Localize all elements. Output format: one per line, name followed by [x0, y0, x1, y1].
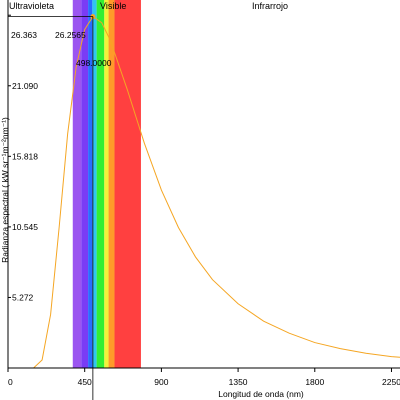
spectrum-band-4 — [96, 0, 105, 368]
x-tick-label: 0 — [8, 377, 13, 387]
region-labels: Ultravioleta Visible Infrarrojo — [9, 1, 288, 11]
y-axis-title: Radianza espectral ( kW sr⁻¹m⁻²nm⁻¹) — [0, 117, 10, 263]
x-tick-label: 2250 — [382, 377, 400, 387]
y-tick-label: 10.545 — [12, 222, 38, 232]
spectrum-bands — [72, 0, 141, 368]
y-tick-label: 21.090 — [12, 81, 38, 91]
peak-x-label: 498.0000 — [76, 58, 112, 68]
x-tick-label: 1800 — [305, 377, 324, 387]
spectrum-band-2 — [88, 0, 93, 368]
y-tick-label: 15.818 — [12, 151, 38, 161]
spectrum-band-3 — [92, 0, 97, 368]
spectral-radiance-curve-0 — [33, 15, 400, 369]
region-label-visible: Visible — [100, 1, 126, 11]
x-tick-label: 900 — [154, 377, 168, 387]
x-tick-label: 1350 — [229, 377, 248, 387]
peak-y-label: 26.2565 — [55, 30, 86, 40]
peak-guides — [8, 16, 94, 400]
y-ticks: 5.272 10.545 15.818 21.090 — [8, 14, 38, 302]
region-label-infrared: Infrarrojo — [252, 1, 288, 11]
spectrum-band-5 — [104, 0, 109, 368]
y-tick-label: 5.272 — [12, 292, 34, 302]
region-label-ultraviolet: Ultravioleta — [9, 1, 54, 11]
spectrum-band-1 — [81, 0, 89, 368]
spectrum-band-6 — [108, 0, 115, 368]
x-axis-title: Longitud de onda (nm) — [218, 389, 304, 399]
spectrum-band-0 — [72, 0, 82, 368]
y-max-label: 26.363 — [11, 30, 37, 40]
x-ticks: 0 450 900 1350 1800 2250 — [7, 368, 400, 387]
x-tick-label: 450 — [78, 377, 92, 387]
spectrum-band-7 — [114, 0, 141, 368]
